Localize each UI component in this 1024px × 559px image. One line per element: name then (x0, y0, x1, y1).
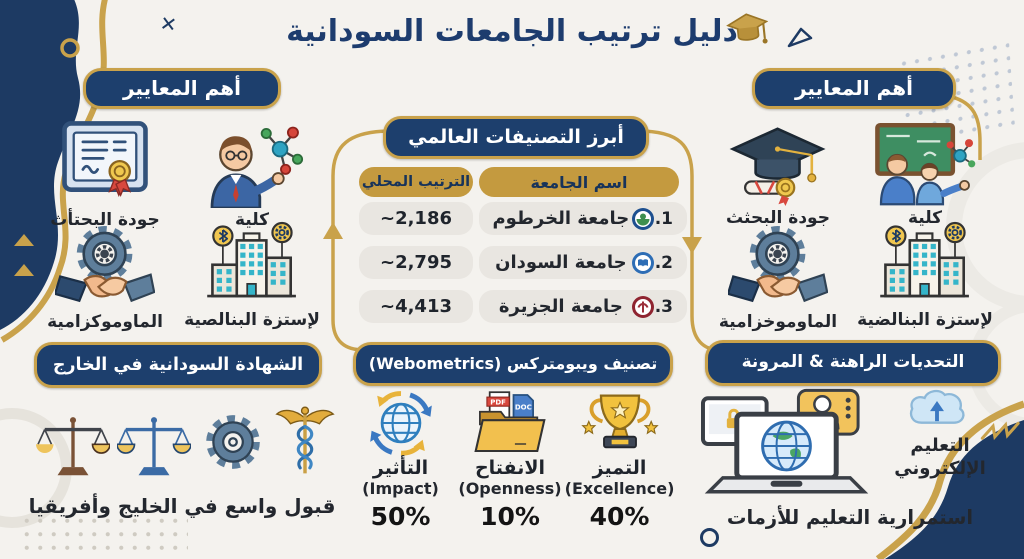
metric-value: 40% (589, 501, 650, 531)
rank-cell: ~2,795 (359, 246, 473, 279)
metric-label-en: (Excellence) (564, 478, 675, 498)
classroom-icon (871, 118, 979, 206)
challenges-panel: التحديات الراهنة & المرونة (693, 334, 1007, 549)
certificate-abroad-icons (32, 398, 340, 484)
criteria-item: كلية (183, 116, 321, 230)
campus-building-icon (202, 218, 302, 308)
trophy-icon (573, 388, 667, 458)
gear-icon (199, 408, 267, 476)
metric-value: 10% (480, 501, 540, 531)
criteria-item: الماوموكزامية (37, 222, 173, 332)
webometrics-item-excellence: التميز (Excellence) 40% (564, 388, 675, 531)
certificate-icon (59, 118, 151, 208)
page-title: دليل ترتيب الجامعات السودانية (286, 14, 738, 49)
webometrics-panel: تصنيف ويبومتركس (Webometrics) (345, 336, 675, 551)
metric-label-en: (Impact) (362, 478, 439, 498)
university-row: 2. جامعة السودان (479, 246, 687, 279)
criteria-label: كلية (907, 208, 943, 228)
rank-cell: ~2,186 (359, 202, 473, 235)
svg-text:DOC: DOC (515, 404, 532, 412)
svg-text:PDF: PDF (490, 398, 506, 406)
webometrics-item-openness: PDF DOC الانفتاح (Openness) 10% (457, 388, 564, 531)
university-name: جامعة السودان (495, 252, 627, 273)
webometrics-item-impact: التأثير (Impact) 50% (347, 388, 454, 531)
column-header-university: اسم الجامعة (479, 167, 679, 197)
university-row: 3. جامعة الجزيرة (479, 290, 687, 323)
column-header-local-rank: الترتيب المحلي (359, 167, 473, 197)
metric-label-ar: التميز (592, 457, 647, 479)
scales-icon (117, 414, 192, 480)
scientist-icon (199, 116, 305, 208)
cloud-upload-icon (905, 384, 969, 432)
criteria-label: لإستزة البنالصية (184, 310, 320, 330)
challenges-caption: استمرارية التعليم للأزمات (726, 506, 974, 529)
certificate-abroad-caption: قبول واسع في الخليج وأفريقيا (28, 494, 336, 518)
decor-squiggle (980, 421, 1020, 441)
webometrics-items: التأثير (Impact) 50% PDF DOC (345, 388, 675, 531)
campus-building-icon (875, 218, 975, 308)
certificate-abroad-panel: الشهادة السودانية في الخارج (28, 336, 336, 541)
handshake-gear-icon (728, 222, 828, 310)
criteria-right-panel: أهم المعايير جودة البحثث (700, 60, 1002, 332)
decor-dot-grid (20, 514, 188, 556)
corner-blob-bottom-right (875, 400, 1024, 559)
elearning-label: التعليم الإلكتروني (894, 435, 986, 480)
criteria-right-header: أهم المعايير (752, 68, 956, 109)
graduation-cap-icon (726, 13, 769, 44)
rankings-header: أبرز التصنيفات العالمي (383, 116, 649, 159)
webometrics-header: تصنيف ويبومتركس (Webometrics) (353, 342, 673, 386)
sudan-university-logo (631, 251, 655, 275)
criteria-item: جودة البحثث (708, 120, 848, 228)
criteria-label: الماوموخزامية (718, 312, 838, 332)
metric-label-ar: التأثير (372, 457, 429, 479)
khartoum-university-logo (631, 207, 655, 231)
globe-arrows-icon (354, 388, 448, 458)
metric-label-ar: الانفتاح (474, 457, 546, 479)
criteria-left-header: أهم المعايير (83, 68, 281, 109)
criteria-left-panel: أهم المعايير جود (35, 60, 325, 332)
criteria-item: كلية (854, 118, 996, 228)
rank-cell: ~4,413 (359, 290, 473, 323)
decor-chevrons (14, 234, 34, 294)
folder-docs-icon: PDF DOC (462, 388, 558, 458)
criteria-label: كلية (234, 210, 270, 230)
university-name: جامعة الجزيرة (498, 296, 623, 317)
university-name: جامعة الخرطوم (492, 208, 630, 229)
criteria-item: الماوموخزامية (708, 222, 848, 332)
scales-icon (36, 414, 111, 480)
gezira-university-logo (631, 295, 655, 319)
criteria-item: لإستزة البنالضية (854, 218, 996, 330)
criteria-item: لإستزة البنالصية (183, 218, 321, 330)
caduceus-icon (274, 398, 336, 484)
decor-circle-outline (700, 528, 719, 547)
university-row: 1. جامعة الخرطوم (479, 202, 687, 235)
metric-label-en: (Openness) (458, 478, 562, 498)
criteria-label: لإستزة البنالضية (857, 310, 993, 330)
criteria-label: الماوموكزامية (47, 312, 163, 332)
graduation-cap-icon (727, 120, 829, 206)
criteria-label: جودة البحثث (726, 208, 830, 228)
criteria-item: جودة البحتأث (37, 118, 173, 230)
elearning-laptop-icon (699, 388, 873, 506)
criteria-label: جودة البحتأث (50, 210, 160, 230)
decor-triangle-outline (787, 27, 813, 48)
handshake-gear-icon (55, 222, 155, 310)
challenges-header: التحديات الراهنة & المرونة (705, 340, 1001, 386)
rankings-panel: أبرز التصنيفات العالمي الترتيب المحلي اس… (335, 110, 691, 332)
certificate-abroad-header: الشهادة السودانية في الخارج (34, 342, 322, 388)
metric-value: 50% (370, 501, 431, 531)
